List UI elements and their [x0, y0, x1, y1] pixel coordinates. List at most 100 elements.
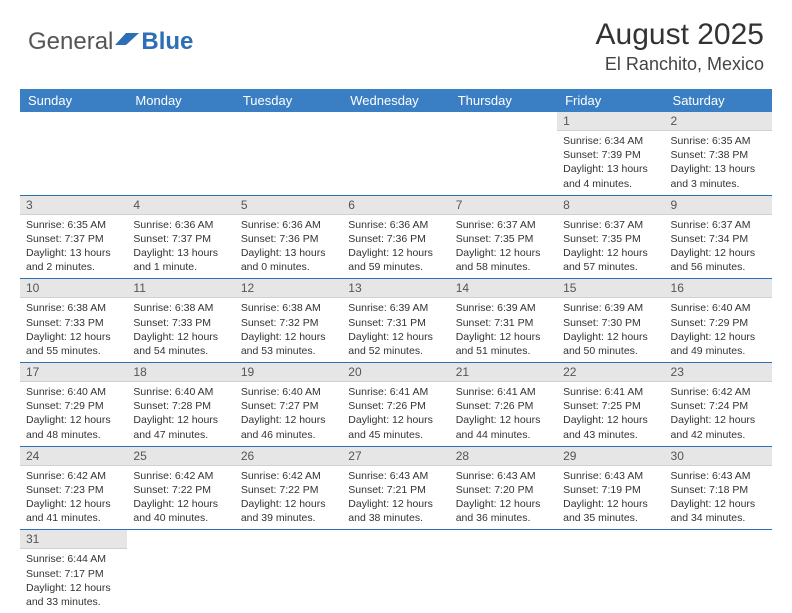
location-title: El Ranchito, Mexico — [596, 54, 764, 75]
title-block: August 2025 El Ranchito, Mexico — [596, 18, 764, 75]
daylight-text: Daylight: 12 hours and 33 minutes. — [26, 581, 121, 609]
day-number: 22 — [557, 363, 664, 382]
calendar-day-cell — [665, 530, 772, 613]
calendar-day-cell: 16Sunrise: 6:40 AMSunset: 7:29 PMDayligh… — [665, 279, 772, 363]
sunset-text: Sunset: 7:34 PM — [671, 232, 766, 246]
sunrise-text: Sunrise: 6:42 AM — [133, 469, 228, 483]
sunrise-text: Sunrise: 6:43 AM — [348, 469, 443, 483]
sunrise-text: Sunrise: 6:41 AM — [456, 385, 551, 399]
calendar-day-cell: 18Sunrise: 6:40 AMSunset: 7:28 PMDayligh… — [127, 363, 234, 447]
daylight-text: Daylight: 12 hours and 48 minutes. — [26, 413, 121, 441]
day-number: 6 — [342, 196, 449, 215]
calendar-day-cell: 5Sunrise: 6:36 AMSunset: 7:36 PMDaylight… — [235, 195, 342, 279]
calendar-week-row: 3 Sunrise: 6:35 AM Sunset: 7:37 PM Daylight… — [20, 195, 772, 279]
calendar-day-cell: 25Sunrise: 6:42 AMSunset: 7:22 PMDayligh… — [127, 446, 234, 530]
day-number: 12 — [235, 279, 342, 298]
day-details: Sunrise: 6:36 AMSunset: 7:36 PMDaylight:… — [235, 215, 342, 279]
daylight-text: Daylight: 12 hours and 53 minutes. — [241, 330, 336, 358]
sunset-text: Sunset: 7:32 PM — [241, 316, 336, 330]
day-details: Sunrise: 6:41 AMSunset: 7:26 PMDaylight:… — [450, 382, 557, 446]
sunrise-text: Sunrise: 6:35 AM — [26, 218, 121, 232]
calendar-day-cell — [557, 530, 664, 613]
calendar-day-cell: 7Sunrise: 6:37 AMSunset: 7:35 PMDaylight… — [450, 195, 557, 279]
sunset-text: Sunset: 7:35 PM — [563, 232, 658, 246]
sunset-text: Sunset: 7:38 PM — [671, 148, 766, 162]
weekday-header-row: SundayMondayTuesdayWednesdayThursdayFrid… — [20, 89, 772, 112]
calendar-day-cell: 14Sunrise: 6:39 AMSunset: 7:31 PMDayligh… — [450, 279, 557, 363]
calendar-day-cell: 27Sunrise: 6:43 AMSunset: 7:21 PMDayligh… — [342, 446, 449, 530]
daylight-text: Daylight: 13 hours and 4 minutes. — [563, 162, 658, 190]
day-number: 3 — [20, 196, 127, 215]
day-details: Sunrise: 6:42 AMSunset: 7:23 PMDaylight:… — [20, 466, 127, 530]
weekday-header: Thursday — [450, 89, 557, 112]
day-number: 13 — [342, 279, 449, 298]
sunrise-text: Sunrise: 6:42 AM — [241, 469, 336, 483]
sunset-text: Sunset: 7:35 PM — [456, 232, 551, 246]
sunset-text: Sunset: 7:25 PM — [563, 399, 658, 413]
day-number: 21 — [450, 363, 557, 382]
day-details: Sunrise: 6:34 AMSunset: 7:39 PMDaylight:… — [557, 131, 664, 195]
weekday-header: Saturday — [665, 89, 772, 112]
calendar-day-cell: 19Sunrise: 6:40 AMSunset: 7:27 PMDayligh… — [235, 363, 342, 447]
day-details: Sunrise: 6:38 AMSunset: 7:32 PMDaylight:… — [235, 298, 342, 362]
day-details: Sunrise: 6:42 AMSunset: 7:22 PMDaylight:… — [235, 466, 342, 530]
sunset-text: Sunset: 7:37 PM — [133, 232, 228, 246]
day-details: Sunrise: 6:36 AMSunset: 7:37 PMDaylight:… — [127, 215, 234, 279]
sunset-text: Sunset: 7:26 PM — [348, 399, 443, 413]
day-details: Sunrise: 6:35 AMSunset: 7:38 PMDaylight:… — [665, 131, 772, 195]
weekday-header: Sunday — [20, 89, 127, 112]
calendar-day-cell: 21Sunrise: 6:41 AMSunset: 7:26 PMDayligh… — [450, 363, 557, 447]
sunrise-text: Sunrise: 6:40 AM — [671, 301, 766, 315]
calendar-day-cell: 20Sunrise: 6:41 AMSunset: 7:26 PMDayligh… — [342, 363, 449, 447]
calendar-day-cell — [127, 112, 234, 195]
day-details: Sunrise: 6:43 AMSunset: 7:20 PMDaylight:… — [450, 466, 557, 530]
calendar-day-cell: 1Sunrise: 6:34 AMSunset: 7:39 PMDaylight… — [557, 112, 664, 195]
sunset-text: Sunset: 7:31 PM — [456, 316, 551, 330]
daylight-text: Daylight: 13 hours and 3 minutes. — [671, 162, 766, 190]
sunset-text: Sunset: 7:39 PM — [563, 148, 658, 162]
sunrise-text: Sunrise: 6:43 AM — [563, 469, 658, 483]
sunset-text: Sunset: 7:26 PM — [456, 399, 551, 413]
weekday-header: Wednesday — [342, 89, 449, 112]
sunrise-text: Sunrise: 6:39 AM — [348, 301, 443, 315]
logo: General Blue — [28, 28, 193, 56]
day-details: Sunrise: 6:40 AMSunset: 7:29 PMDaylight:… — [665, 298, 772, 362]
day-details: Sunrise: 6:40 AMSunset: 7:27 PMDaylight:… — [235, 382, 342, 446]
sunrise-text: Sunrise: 6:37 AM — [563, 218, 658, 232]
sunrise-text: Sunrise: 6:34 AM — [563, 134, 658, 148]
day-details: Sunrise: 6:44 AMSunset: 7:17 PMDaylight:… — [20, 549, 127, 613]
page-header: General Blue August 2025 El Ranchito, Me… — [0, 0, 792, 83]
daylight-text: Daylight: 12 hours and 46 minutes. — [241, 413, 336, 441]
sunset-text: Sunset: 7:22 PM — [241, 483, 336, 497]
daylight-text: Daylight: 13 hours and 2 minutes. — [26, 246, 121, 274]
sunset-text: Sunset: 7:24 PM — [671, 399, 766, 413]
day-details: Sunrise: 6:39 AMSunset: 7:31 PMDaylight:… — [450, 298, 557, 362]
calendar-day-cell: 9Sunrise: 6:37 AMSunset: 7:34 PMDaylight… — [665, 195, 772, 279]
sunrise-text: Sunrise: 6:38 AM — [133, 301, 228, 315]
day-details: Sunrise: 6:37 AMSunset: 7:35 PMDaylight:… — [557, 215, 664, 279]
calendar-day-cell: 23Sunrise: 6:42 AMSunset: 7:24 PMDayligh… — [665, 363, 772, 447]
sunrise-text: Sunrise: 6:44 AM — [26, 552, 121, 566]
day-number: 20 — [342, 363, 449, 382]
calendar-day-cell — [450, 112, 557, 195]
month-title: August 2025 — [596, 18, 764, 52]
day-number: 11 — [127, 279, 234, 298]
calendar-day-cell: 31Sunrise: 6:44 AMSunset: 7:17 PMDayligh… — [20, 530, 127, 613]
daylight-text: Daylight: 12 hours and 42 minutes. — [671, 413, 766, 441]
day-details: Sunrise: 6:38 AMSunset: 7:33 PMDaylight:… — [20, 298, 127, 362]
calendar-day-cell: 12Sunrise: 6:38 AMSunset: 7:32 PMDayligh… — [235, 279, 342, 363]
calendar-day-cell — [127, 530, 234, 613]
sunset-text: Sunset: 7:36 PM — [348, 232, 443, 246]
sunrise-text: Sunrise: 6:41 AM — [348, 385, 443, 399]
calendar-day-cell: 8Sunrise: 6:37 AMSunset: 7:35 PMDaylight… — [557, 195, 664, 279]
day-number: 15 — [557, 279, 664, 298]
daylight-text: Daylight: 13 hours and 0 minutes. — [241, 246, 336, 274]
day-number: 18 — [127, 363, 234, 382]
daylight-text: Daylight: 12 hours and 52 minutes. — [348, 330, 443, 358]
logo-flag-icon — [113, 28, 141, 56]
daylight-text: Daylight: 12 hours and 59 minutes. — [348, 246, 443, 274]
day-number: 7 — [450, 196, 557, 215]
day-details: Sunrise: 6:37 AMSunset: 7:35 PMDaylight:… — [450, 215, 557, 279]
calendar-day-cell: 22Sunrise: 6:41 AMSunset: 7:25 PMDayligh… — [557, 363, 664, 447]
daylight-text: Daylight: 12 hours and 35 minutes. — [563, 497, 658, 525]
